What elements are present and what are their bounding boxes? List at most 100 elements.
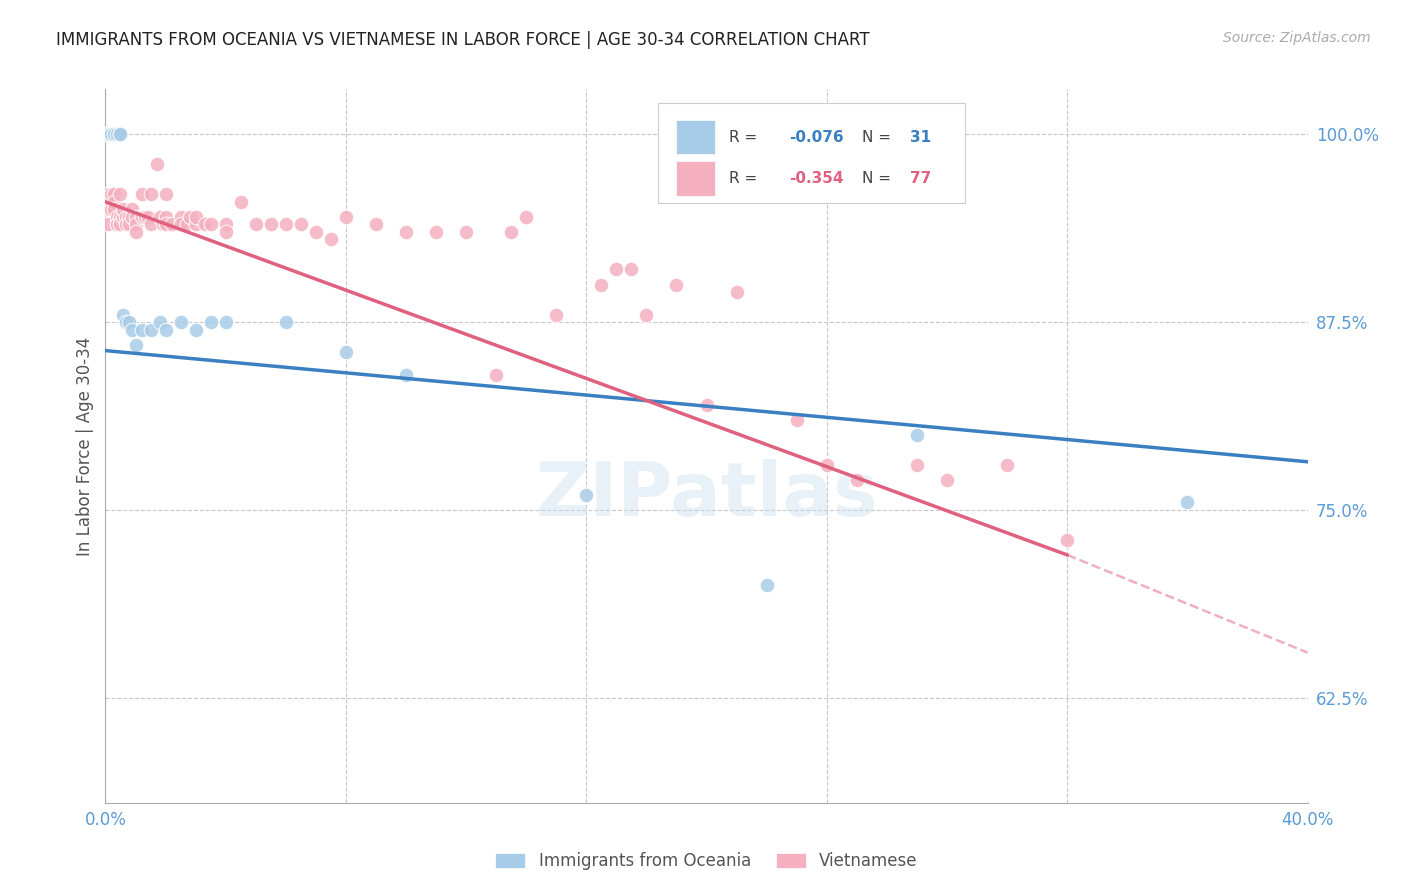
Point bbox=[110, 128, 132, 142]
Point bbox=[118, 315, 141, 329]
Text: Source: ZipAtlas.com: Source: ZipAtlas.com bbox=[1223, 31, 1371, 45]
FancyBboxPatch shape bbox=[676, 161, 714, 195]
Point bbox=[103, 128, 125, 142]
Y-axis label: In Labor Force | Age 30-34: In Labor Force | Age 30-34 bbox=[76, 336, 94, 556]
Point bbox=[124, 210, 146, 224]
Point bbox=[148, 210, 170, 224]
Point bbox=[100, 187, 122, 202]
Point bbox=[1175, 495, 1198, 509]
Point bbox=[425, 225, 447, 239]
Text: N =: N = bbox=[862, 129, 896, 145]
Point bbox=[136, 210, 159, 224]
Point bbox=[131, 210, 153, 224]
Point bbox=[118, 218, 141, 232]
Point bbox=[176, 218, 198, 232]
Point bbox=[1056, 533, 1078, 547]
Point bbox=[845, 473, 868, 487]
Point bbox=[169, 210, 191, 224]
Point bbox=[184, 322, 207, 336]
Point bbox=[94, 187, 117, 202]
Point bbox=[260, 218, 283, 232]
FancyBboxPatch shape bbox=[658, 103, 965, 203]
Point bbox=[155, 187, 177, 202]
Point bbox=[148, 315, 170, 329]
Point bbox=[274, 218, 297, 232]
Point bbox=[815, 458, 838, 472]
Point bbox=[103, 128, 125, 142]
Point bbox=[110, 187, 132, 202]
Point bbox=[160, 218, 183, 232]
Point bbox=[214, 218, 236, 232]
Point bbox=[575, 488, 598, 502]
Point bbox=[936, 473, 959, 487]
Point bbox=[755, 578, 778, 592]
Point bbox=[115, 210, 138, 224]
Point bbox=[115, 315, 138, 329]
Point bbox=[905, 458, 928, 472]
Point bbox=[155, 218, 177, 232]
Point bbox=[229, 194, 252, 209]
Text: 31: 31 bbox=[910, 129, 931, 145]
Point bbox=[200, 315, 222, 329]
Point bbox=[97, 128, 120, 142]
Point bbox=[786, 413, 808, 427]
Point bbox=[112, 210, 135, 224]
Text: -0.076: -0.076 bbox=[789, 129, 844, 145]
Point bbox=[107, 128, 129, 142]
Point bbox=[725, 285, 748, 299]
Point bbox=[152, 218, 174, 232]
Point bbox=[110, 210, 132, 224]
Point bbox=[97, 202, 120, 217]
Point bbox=[305, 225, 328, 239]
Point bbox=[335, 345, 357, 359]
Point bbox=[131, 322, 153, 336]
Point bbox=[155, 210, 177, 224]
Point bbox=[124, 218, 146, 232]
Point bbox=[620, 262, 643, 277]
Point bbox=[454, 225, 477, 239]
Text: ZIPatlas: ZIPatlas bbox=[536, 459, 877, 533]
Point bbox=[124, 225, 146, 239]
Point bbox=[112, 202, 135, 217]
Point bbox=[665, 277, 688, 292]
Point bbox=[100, 128, 122, 142]
Text: N =: N = bbox=[862, 171, 896, 186]
Point bbox=[194, 218, 217, 232]
Point bbox=[155, 322, 177, 336]
Point bbox=[139, 187, 162, 202]
Text: R =: R = bbox=[730, 129, 762, 145]
Point bbox=[97, 128, 120, 142]
Point bbox=[591, 277, 613, 292]
Point bbox=[118, 210, 141, 224]
Legend: Immigrants from Oceania, Vietnamese: Immigrants from Oceania, Vietnamese bbox=[489, 846, 924, 877]
Point bbox=[169, 218, 191, 232]
Point bbox=[115, 218, 138, 232]
Point bbox=[184, 218, 207, 232]
Point bbox=[139, 322, 162, 336]
Point bbox=[485, 368, 508, 382]
Point bbox=[97, 218, 120, 232]
Point bbox=[546, 308, 568, 322]
Point bbox=[169, 315, 191, 329]
Point bbox=[110, 128, 132, 142]
Point bbox=[501, 225, 523, 239]
Text: IMMIGRANTS FROM OCEANIA VS VIETNAMESE IN LABOR FORCE | AGE 30-34 CORRELATION CHA: IMMIGRANTS FROM OCEANIA VS VIETNAMESE IN… bbox=[56, 31, 870, 49]
Text: 77: 77 bbox=[910, 171, 931, 186]
Point bbox=[134, 210, 156, 224]
FancyBboxPatch shape bbox=[676, 120, 714, 154]
Point bbox=[995, 458, 1018, 472]
Point bbox=[395, 225, 418, 239]
Point bbox=[103, 187, 125, 202]
Point bbox=[94, 128, 117, 142]
Point bbox=[124, 337, 146, 351]
Point bbox=[131, 187, 153, 202]
Point bbox=[364, 218, 387, 232]
Point bbox=[103, 194, 125, 209]
Point bbox=[200, 218, 222, 232]
Point bbox=[112, 308, 135, 322]
Point bbox=[107, 218, 129, 232]
Point bbox=[605, 262, 627, 277]
Text: -0.354: -0.354 bbox=[789, 171, 844, 186]
Point bbox=[121, 322, 143, 336]
Point bbox=[139, 218, 162, 232]
